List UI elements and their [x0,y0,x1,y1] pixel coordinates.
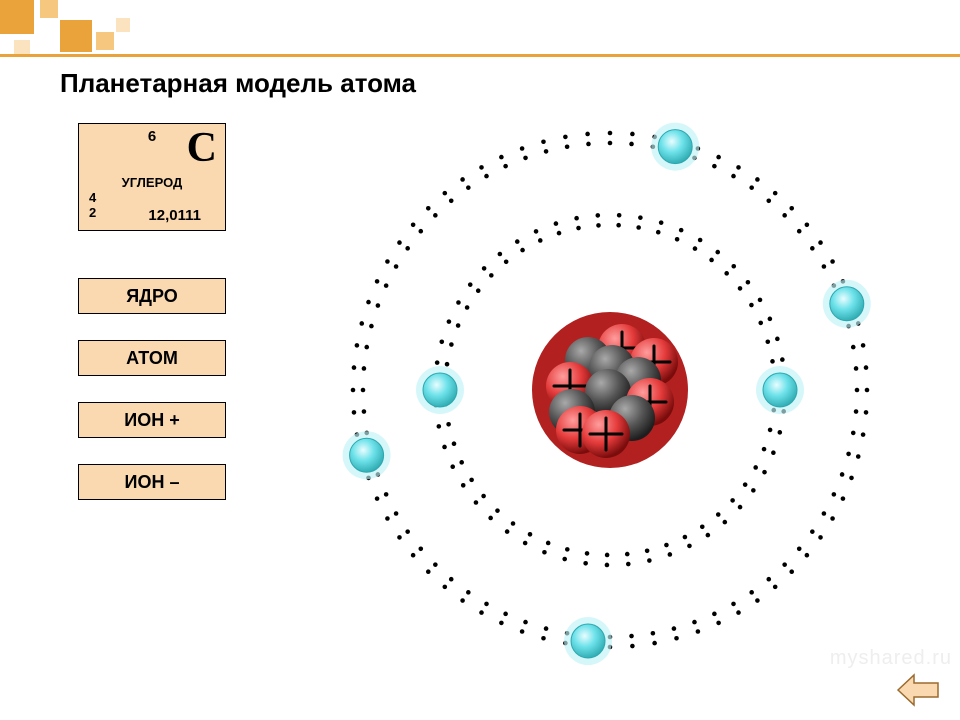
deco-square [60,20,92,52]
page-title: Планетарная модель атома [60,68,416,99]
element-name: УГЛЕРОД [79,175,225,190]
state-button-3[interactable]: ИОН – [78,464,226,500]
watermark: myshared.ru [830,647,952,670]
state-button-0[interactable]: ЯДРО [78,278,226,314]
header-line [0,54,960,57]
deco-square [96,32,114,50]
atomic-mass: 12,0111 [148,207,201,224]
deco-square [0,0,34,34]
atom-diagram [330,110,890,670]
state-button-2[interactable]: ИОН + [78,402,226,438]
element-card: 6 С УГЛЕРОД 4 2 12,0111 [78,123,226,231]
shell-1: 4 [89,191,96,206]
element-symbol: С [187,124,217,172]
shell-2: 2 [89,206,96,221]
deco-square [116,18,130,32]
electron-shells: 4 2 [89,191,96,221]
back-arrow-button[interactable] [896,673,940,712]
deco-square [40,0,58,18]
state-button-1[interactable]: АТОМ [78,340,226,376]
